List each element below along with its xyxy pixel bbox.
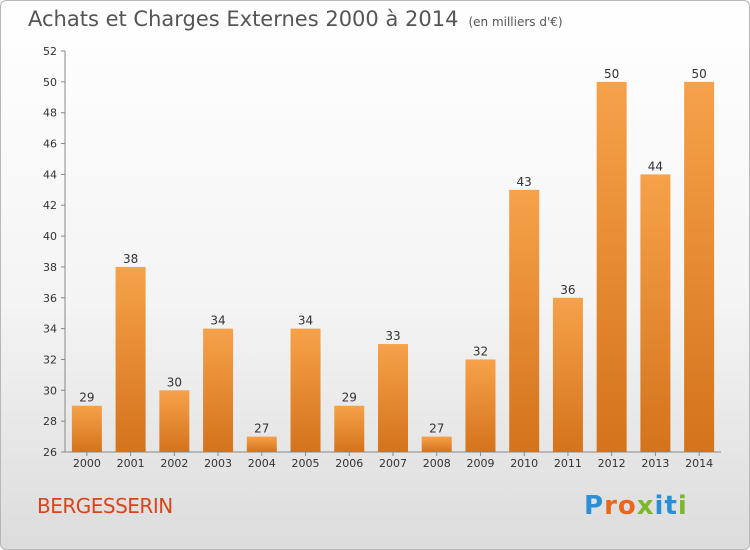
- y-tick-label: 46: [43, 138, 57, 151]
- y-tick-label: 42: [43, 199, 57, 212]
- bar-2001: [115, 266, 146, 452]
- value-label-2006: 29: [342, 391, 357, 405]
- x-tick-label-2013: 2013: [641, 457, 669, 470]
- x-tick-label-2010: 2010: [510, 457, 538, 470]
- logo-letter: x: [636, 491, 655, 521]
- bar-2003: [203, 328, 234, 452]
- y-tick-label: 28: [43, 415, 57, 428]
- bar-2002: [159, 390, 190, 452]
- logo-letter: i: [677, 491, 688, 521]
- value-label-2000: 29: [79, 391, 94, 405]
- bar-2009: [465, 359, 496, 452]
- y-tick-label: 48: [43, 107, 57, 120]
- chart-subtitle: (en milliers d'€): [468, 15, 563, 29]
- bar-2010: [509, 189, 540, 453]
- x-tick-label-2006: 2006: [335, 457, 363, 470]
- x-tick-label-2001: 2001: [117, 457, 145, 470]
- x-tick-label-2000: 2000: [73, 457, 101, 470]
- y-tick-label: 26: [43, 446, 57, 459]
- logo-letter: P: [584, 491, 605, 521]
- bar-2004: [246, 436, 277, 452]
- bar-2012: [596, 81, 627, 452]
- value-label-2008: 27: [429, 422, 444, 436]
- y-tick-label: 38: [43, 261, 57, 274]
- value-label-2005: 34: [298, 314, 313, 328]
- x-tick-label-2003: 2003: [204, 457, 232, 470]
- value-label-2009: 32: [473, 344, 488, 358]
- value-label-2010: 43: [517, 175, 532, 189]
- value-label-2002: 30: [167, 375, 182, 389]
- x-tick-label-2014: 2014: [685, 457, 713, 470]
- value-label-2012: 50: [604, 67, 619, 81]
- value-label-2001: 38: [123, 252, 138, 266]
- x-tick-label-2005: 2005: [292, 457, 320, 470]
- chart-title-text: Achats et Charges Externes 2000 à 2014: [28, 7, 459, 31]
- x-tick-label-2004: 2004: [248, 457, 276, 470]
- x-tick-label-2007: 2007: [379, 457, 407, 470]
- y-tick-label: 44: [43, 168, 57, 181]
- bars: [71, 81, 715, 453]
- y-tick-label: 34: [43, 323, 57, 336]
- bar-2007: [378, 344, 408, 452]
- logo-letter: o: [617, 491, 637, 521]
- proxiti-logo[interactable]: Proxiti: [584, 491, 688, 521]
- y-tick-label: 36: [43, 292, 57, 305]
- y-tick-label: 40: [43, 230, 57, 243]
- logo-letter: t: [664, 491, 678, 521]
- y-tick-label: 52: [43, 45, 57, 58]
- value-label-2011: 36: [560, 283, 575, 297]
- y-tick-label: 50: [43, 76, 57, 89]
- value-label-2004: 27: [254, 422, 269, 436]
- logo-letter: i: [654, 491, 665, 521]
- bar-2013: [640, 174, 671, 452]
- value-label-2003: 34: [210, 314, 225, 328]
- y-tick-label: 30: [43, 384, 57, 397]
- value-labels: 29 38 30 34 27 34 29 33 27 32 43 36 50 44 50: [79, 67, 707, 436]
- bar-2014: [684, 81, 715, 452]
- y-tick-label: 32: [43, 353, 57, 366]
- bar-2000: [71, 405, 102, 452]
- logo-letter: r: [604, 491, 618, 521]
- commune-name: BERGESSERIN: [37, 494, 173, 518]
- chart-title: Achats et Charges Externes 2000 à 2014 (e…: [28, 7, 563, 31]
- bar-2005: [290, 328, 321, 452]
- bar-2011: [552, 297, 583, 452]
- value-label-2007: 33: [385, 329, 400, 343]
- bar-2008: [421, 436, 452, 452]
- x-tick-label-2011: 2011: [554, 457, 582, 470]
- x-tick-label-2012: 2012: [598, 457, 626, 470]
- axes: 26 28 30 32 34 36 38 40 42 44 46 48 50 52 2000 2001 2002…: [43, 45, 721, 470]
- bar-2006: [334, 405, 365, 452]
- x-tick-label-2002: 2002: [160, 457, 188, 470]
- x-tick-label-2009: 2009: [466, 457, 494, 470]
- value-label-2013: 44: [648, 159, 663, 173]
- x-tick-label-2008: 2008: [423, 457, 451, 470]
- value-label-2014: 50: [691, 67, 706, 81]
